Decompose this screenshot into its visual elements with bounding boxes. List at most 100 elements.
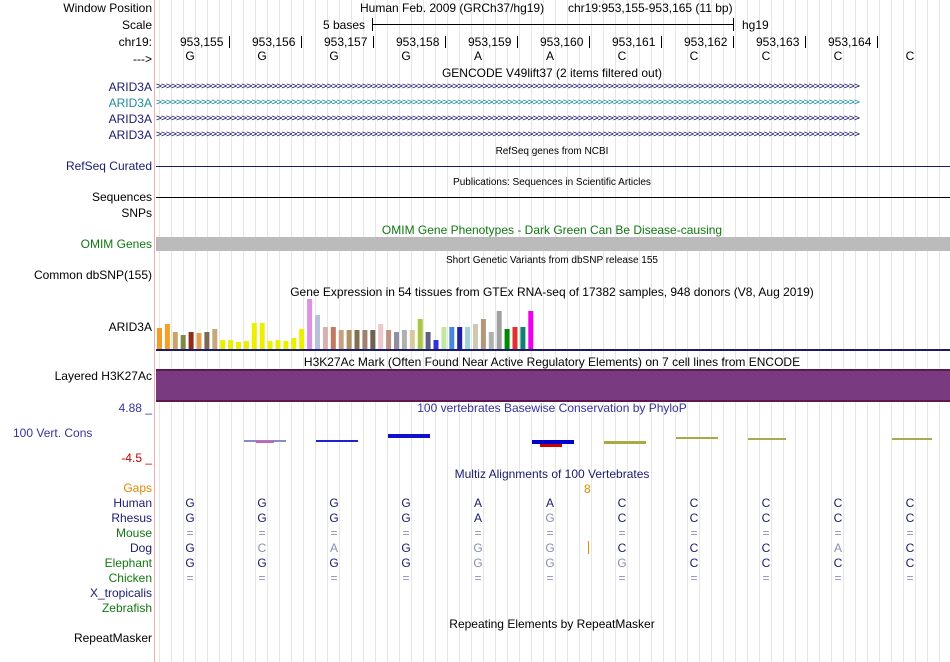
dbsnp-track-title[interactable]: Short Genetic Variants from dbSNP releas… xyxy=(446,255,658,266)
gtex-tissue-bar[interactable] xyxy=(370,330,376,349)
publications-track-title[interactable]: Publications: Sequences in Scientific Ar… xyxy=(453,177,651,188)
gtex-tissue-bar[interactable] xyxy=(212,329,218,349)
species-label[interactable]: Human xyxy=(113,496,152,510)
gtex-bar-chart[interactable] xyxy=(156,298,950,352)
gtex-tissue-bar[interactable] xyxy=(283,341,289,349)
h3k27ac-signal[interactable] xyxy=(156,369,950,402)
gtex-tissue-bar[interactable] xyxy=(251,323,257,349)
gtex-tissue-bar[interactable] xyxy=(157,328,162,349)
gtex-tissue-bar[interactable] xyxy=(228,340,234,349)
label-refseq[interactable]: RefSeq Curated xyxy=(65,159,152,173)
repeatmasker-track-title[interactable]: Repeating Elements by RepeatMasker xyxy=(449,617,655,631)
gtex-tissue-bar[interactable] xyxy=(172,332,178,349)
multiz-track-title[interactable]: Multiz Alignments of 100 Vertebrates xyxy=(454,467,650,481)
gtex-tissue-bar[interactable] xyxy=(488,332,494,349)
gtex-tissue-bar[interactable] xyxy=(401,330,407,349)
gtex-tissue-bar[interactable] xyxy=(354,330,360,349)
gtex-tissue-bar[interactable] xyxy=(512,327,518,349)
gtex-tissue-bar[interactable] xyxy=(433,340,439,349)
gtex-tissue-bar[interactable] xyxy=(386,330,392,349)
gtex-tissue-bar[interactable] xyxy=(417,319,423,349)
gtex-tissue-bar[interactable] xyxy=(322,327,328,349)
label-cons[interactable]: 100 Vert. Cons xyxy=(13,426,93,440)
gtex-tissue-bar[interactable] xyxy=(307,299,313,349)
gtex-tissue-bar[interactable] xyxy=(496,311,502,349)
gtex-tissue-bar[interactable] xyxy=(315,315,320,349)
gtex-tissue-bar[interactable] xyxy=(378,324,384,349)
phylop-track-title[interactable]: 100 vertebrates Basewise Conservation by… xyxy=(417,401,687,415)
grid-line xyxy=(627,0,628,662)
label-arid3a-1[interactable]: ARID3A xyxy=(108,80,152,94)
gtex-tissue-bar[interactable] xyxy=(236,342,241,349)
gtex-tissue-bar[interactable] xyxy=(180,335,186,349)
gtex-tissue-bar[interactable] xyxy=(449,327,455,349)
label-strand[interactable]: ---> xyxy=(133,52,152,66)
label-arid3a-4[interactable]: ARID3A xyxy=(108,128,152,142)
label-gtex-gene[interactable]: ARID3A xyxy=(108,320,152,334)
gtex-tissue-bar[interactable] xyxy=(362,330,368,349)
gtex-tissue-bar[interactable] xyxy=(196,333,202,349)
omim-track-title[interactable]: OMIM Gene Phenotypes - Dark Green Can Be… xyxy=(381,223,723,237)
refseq-gene-line[interactable] xyxy=(156,166,950,167)
gtex-tissue-bar[interactable] xyxy=(259,323,265,349)
label-h3k27ac[interactable]: Layered H3K27Ac xyxy=(54,369,152,383)
label-snps[interactable]: SNPs xyxy=(121,206,152,220)
gtex-tissue-bar[interactable] xyxy=(275,340,281,349)
gtex-tissue-bar[interactable] xyxy=(520,327,526,349)
refseq-track-title[interactable]: RefSeq genes from NCBI xyxy=(495,146,609,157)
gtex-tissue-bar[interactable] xyxy=(243,341,249,349)
gtex-tissue-bar[interactable] xyxy=(480,319,486,349)
label-gaps[interactable]: Gaps xyxy=(123,481,152,495)
gtex-tissue-bar[interactable] xyxy=(204,332,210,349)
label-arid3a-3[interactable]: ARID3A xyxy=(108,112,152,126)
gtex-tissue-bar[interactable] xyxy=(220,340,226,349)
species-label[interactable]: Elephant xyxy=(104,556,152,570)
species-label[interactable]: Mouse xyxy=(115,526,152,540)
gtex-track-title[interactable]: Gene Expression in 54 tissues from GTEx … xyxy=(290,285,814,299)
gtex-tissue-bar[interactable] xyxy=(291,338,297,349)
gtex-tissue-bar[interactable] xyxy=(299,329,305,349)
gene-arid3a-2[interactable]: >>>>>>>>>>>>>>>>>>>>>>>>>>>>>>>>>>>>>>>>… xyxy=(156,98,860,108)
gtex-tissue-bar[interactable] xyxy=(330,327,336,349)
alignment-base: G xyxy=(473,556,483,570)
species-label[interactable]: Rhesus xyxy=(111,511,152,525)
gtex-tissue-bar[interactable] xyxy=(473,324,478,349)
gtex-tissue-bar[interactable] xyxy=(441,327,447,349)
gtex-tissue-bar[interactable] xyxy=(346,330,352,349)
gene-arid3a-3[interactable]: >>>>>>>>>>>>>>>>>>>>>>>>>>>>>>>>>>>>>>>>… xyxy=(156,114,860,124)
species-label[interactable]: Dog xyxy=(129,541,152,555)
label-dbsnp[interactable]: Common dbSNP(155) xyxy=(33,268,152,282)
label-omim[interactable]: OMIM Genes xyxy=(80,237,152,251)
gtex-tissue-bar[interactable] xyxy=(504,329,510,349)
label-arid3a-2[interactable]: ARID3A xyxy=(108,96,152,110)
gtex-tissue-bar[interactable] xyxy=(267,341,273,349)
label-chr[interactable]: chr19: xyxy=(118,35,152,49)
gtex-tissue-bar[interactable] xyxy=(338,330,344,349)
publications-line[interactable] xyxy=(156,197,950,198)
alignment-base: G xyxy=(185,496,195,510)
gene-arid3a-4[interactable]: >>>>>>>>>>>>>>>>>>>>>>>>>>>>>>>>>>>>>>>>… xyxy=(156,130,860,140)
label-sequences[interactable]: Sequences xyxy=(91,190,152,204)
gtex-tissue-bar[interactable] xyxy=(528,311,534,349)
phylop-glyphs[interactable] xyxy=(156,430,950,450)
gtex-tissue-bar[interactable] xyxy=(164,324,170,349)
gtex-tissue-bar[interactable] xyxy=(394,332,399,349)
label-scale[interactable]: Scale xyxy=(121,18,152,32)
alignment-base: G xyxy=(329,496,339,510)
species-label[interactable]: Zebrafish xyxy=(101,601,152,615)
gencode-track-title[interactable]: GENCODE V49lift37 (2 items filtered out) xyxy=(441,66,663,80)
gene-arid3a-1[interactable]: >>>>>>>>>>>>>>>>>>>>>>>>>>>>>>>>>>>>>>>>… xyxy=(156,82,860,92)
label-window-position[interactable]: Window Position xyxy=(63,1,152,15)
label-repeatmasker[interactable]: RepeatMasker xyxy=(73,631,152,645)
omim-gene-bar[interactable] xyxy=(156,237,950,251)
gtex-tissue-bar[interactable] xyxy=(457,327,463,349)
reference-base: C xyxy=(833,49,843,63)
species-label[interactable]: X_tropicalis xyxy=(89,586,152,600)
species-label[interactable]: Chicken xyxy=(108,571,152,585)
gtex-tissue-bar[interactable] xyxy=(188,332,194,349)
gtex-tissue-bar[interactable] xyxy=(425,332,431,349)
gtex-tissue-bar[interactable] xyxy=(465,327,471,349)
h3k27ac-track-title[interactable]: H3K27Ac Mark (Often Found Near Active Re… xyxy=(303,355,801,369)
alignment-base: = xyxy=(330,526,338,540)
gtex-tissue-bar[interactable] xyxy=(409,330,415,349)
